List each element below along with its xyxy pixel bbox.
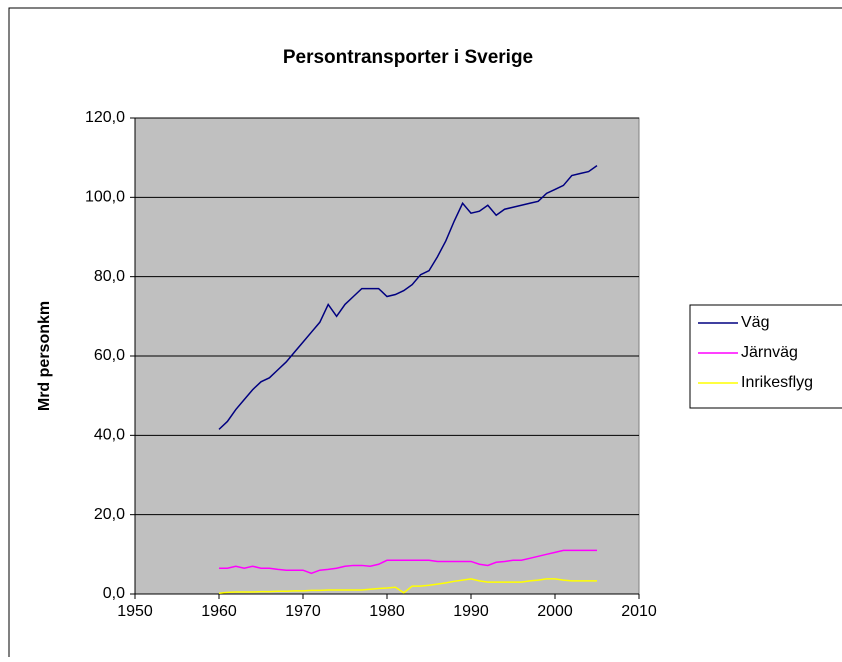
series-line — [219, 549, 597, 575]
y-tick-label: 0,0 — [103, 585, 125, 602]
y-tick-label: 100,0 — [85, 189, 125, 206]
x-tick-label: 1970 — [285, 603, 321, 620]
legend-label: Inrikesflyg — [741, 374, 813, 391]
y-axis-label: Mrd personkm — [36, 301, 53, 411]
x-tick-label: 1980 — [369, 603, 405, 620]
y-tick-label: 80,0 — [94, 268, 125, 285]
chart-title: Persontransporter i Sverige — [283, 47, 533, 68]
legend — [689, 304, 842, 409]
y-tick-label: 20,0 — [94, 506, 125, 523]
x-tick-label: 1960 — [201, 603, 237, 620]
legend-label: Väg — [741, 314, 769, 331]
legend-label: Järnväg — [741, 344, 798, 361]
x-tick-label: 2000 — [537, 603, 573, 620]
series-line — [218, 164, 598, 430]
series-line — [218, 578, 597, 594]
y-tick-label: 60,0 — [94, 347, 125, 364]
y-tick-label: 40,0 — [94, 427, 125, 444]
y-tick-label: 120,0 — [85, 109, 125, 126]
x-tick-label: 1990 — [453, 603, 489, 620]
x-tick-label: 2010 — [621, 603, 657, 620]
x-tick-label: 1950 — [117, 603, 153, 620]
